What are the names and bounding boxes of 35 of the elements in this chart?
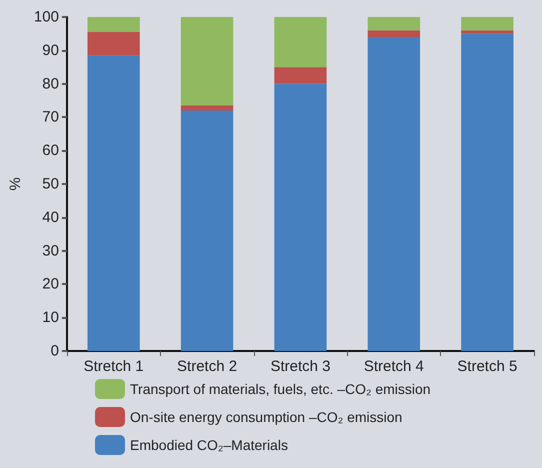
y-tick-label: 10 xyxy=(42,309,59,326)
bar xyxy=(87,17,140,32)
y-tick-label: 60 xyxy=(42,142,59,160)
y-tick-label: 50 xyxy=(42,176,59,192)
bar xyxy=(461,17,514,30)
y-tick-label: 40 xyxy=(42,208,59,226)
y-tick-label: 100 xyxy=(34,8,59,26)
bar xyxy=(180,106,234,111)
legend-label: Transport of materials, fuels, etc. –CO₂ emission xyxy=(130,381,431,397)
bar xyxy=(461,30,514,34)
bar xyxy=(368,30,420,38)
bar xyxy=(368,17,420,30)
bar xyxy=(180,17,234,106)
y-tick-label: 0 xyxy=(50,342,59,360)
bar xyxy=(87,55,140,351)
y-tick-label: 20 xyxy=(42,276,59,293)
bar xyxy=(368,37,420,351)
y-axis-title: % xyxy=(7,177,24,191)
legend-label: Embodied CO₂–Materials xyxy=(130,437,288,453)
y-tick-label: 80 xyxy=(42,75,59,92)
y-tick-label: 70 xyxy=(42,108,59,126)
bar xyxy=(87,32,140,56)
bar xyxy=(461,34,514,351)
x-tick-label: Stretch 5 xyxy=(457,358,518,375)
legend-label: On-site energy consumption –CO₂ emission xyxy=(130,409,402,425)
x-tick-label: Stretch 4 xyxy=(364,358,424,375)
bar xyxy=(274,17,327,68)
bar xyxy=(274,67,327,84)
bar xyxy=(274,84,327,351)
y-tick-label: 30 xyxy=(42,242,59,260)
x-tick-label: Stretch 2 xyxy=(177,358,238,375)
y-tick-label: 90 xyxy=(42,42,59,59)
x-tick-label: Stretch 3 xyxy=(270,358,330,375)
bar xyxy=(180,110,234,351)
x-tick-label: Stretch 1 xyxy=(84,358,144,375)
